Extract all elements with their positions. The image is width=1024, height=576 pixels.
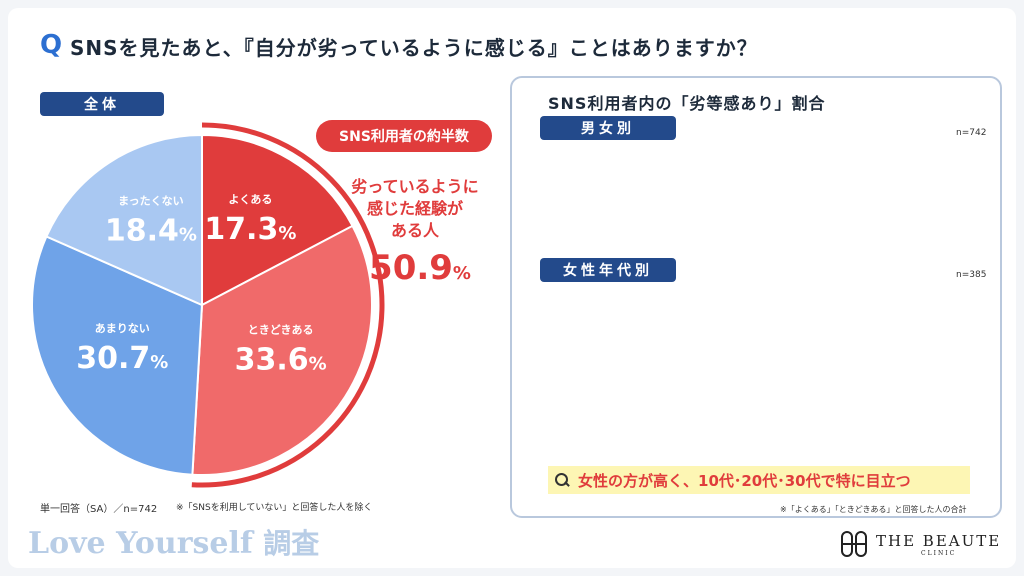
highlight-number: 50.9 [369,248,453,288]
pie-value-label: 33.6% [235,343,327,378]
clinic-logo-icon [841,531,867,557]
highlight-value: 50.9% [340,248,500,288]
pie-value-label: 30.7% [76,341,168,376]
conclusion-text: 女性の方が高く、10代･20代･30代で特に目立つ [578,471,911,490]
clinic-sub: CLINIC [921,549,957,557]
pie-category-label: よくある [228,193,272,206]
conclusion-box: 女性の方が高く、10代･20代･30代で特に目立つ [548,466,970,494]
section-label-overall: 全体 [40,92,164,116]
highlight-note: 劣っているように 感じた経験が ある人 [330,176,500,242]
footnote-exclude: ※「SNSを利用していない」と回答した人を除く [176,503,373,513]
brand-name: Love Yourself [28,526,253,561]
pie-category-label: まったくない [118,195,184,208]
magnifier-icon [554,472,570,488]
question-title: SNSを見たあと、『自分が劣っているように感じる』ことはありますか？ [70,36,758,60]
pie-slice [201,133,354,307]
section-label-gender: 男女別 [540,116,676,140]
clinic-logo: THE BEAUTE CLINIC [840,530,1001,558]
panel-note: ※「よくある」「ときどきある」と回答した人の合計 [780,505,967,514]
pie-value-number: 18.4 [105,214,179,249]
gender-n-label: n=742 [956,128,987,138]
pie-value-label: 18.4% [105,214,197,249]
pie-value-label: 17.3% [204,212,296,247]
pie-slice [191,224,373,476]
section-label-age: 女性年代別 [540,258,676,282]
pie-slice [31,235,204,476]
highlight-unit: % [452,263,471,284]
pie-value-unit: % [309,354,327,375]
pie-slice [45,133,203,307]
pie-value-unit: % [179,225,197,246]
pie-value-number: 17.3 [204,212,278,247]
pie-value-number: 33.6 [235,343,309,378]
question-mark: Q [40,30,63,60]
panel-title: SNS利用者内の「劣等感あり」割合 [548,94,826,113]
pie-highlight-arc [191,122,385,488]
clinic-name: THE BEAUTE [876,531,1002,550]
pie-category-label: あまりない [95,322,150,335]
brand-suffix: 調査 [263,527,320,560]
pie-value-unit: % [150,352,168,373]
highlight-note-line: 劣っているように [351,177,479,196]
highlight-note-line: 感じた経験が [366,199,463,218]
age-n-label: n=385 [956,270,987,280]
pie-category-label: ときどきある [248,324,314,337]
pie-value-unit: % [278,223,296,244]
highlight-note-line: ある人 [390,221,439,240]
highlight-tag: SNS利用者の約半数 [316,120,492,152]
brand-title: Love Yourself 調査 [28,522,319,562]
footnote-sample: 単一回答（SA）／n=742 [40,504,158,515]
pie-value-number: 30.7 [76,341,150,376]
right-panel [510,76,1002,518]
